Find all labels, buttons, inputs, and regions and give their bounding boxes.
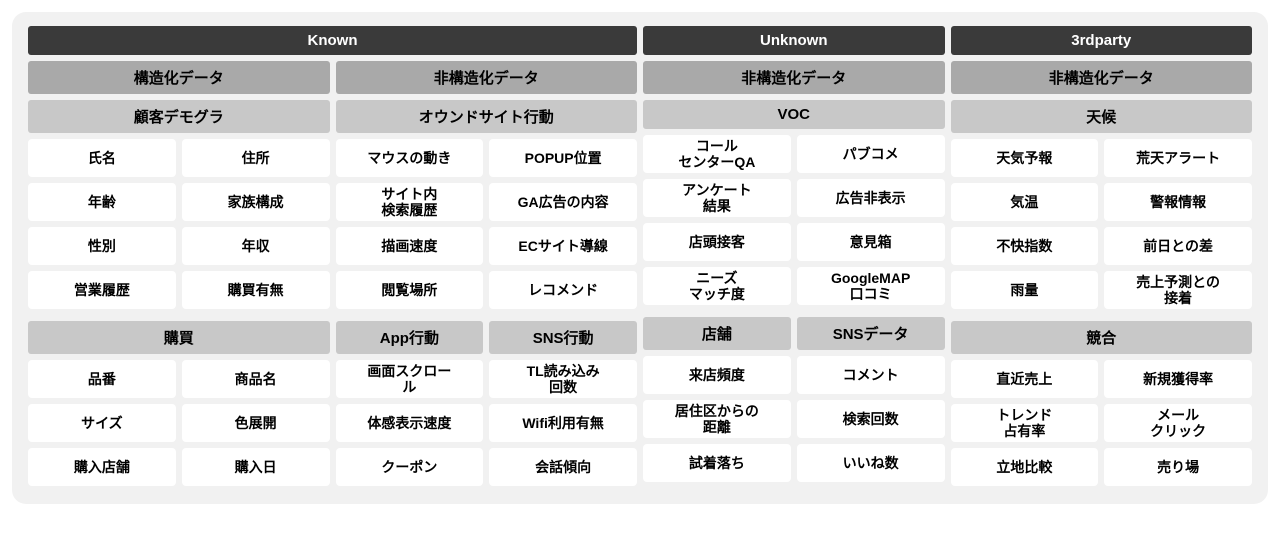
cell: 購入店舗 [28,448,176,486]
cell: 新規獲得率 [1104,360,1252,398]
sec-owned-site: オウンドサイト行動 マウスの動き POPUP位置 サイト内 検索履歴 GA広告の… [336,100,638,309]
col-voc: VOC コール センターQA パブコメ アンケート 結果 広告非表示 店頭接客 … [643,94,945,486]
sec-title-snsdata: SNSデータ [797,317,945,350]
sec-store-sns: 店舗 SNSデータ 来店頻度 コメント 居住区からの 距離 検索回数 試着落ち … [643,317,945,482]
sec-voc: VOC コール センターQA パブコメ アンケート 結果 広告非表示 店頭接客 … [643,100,945,305]
sub-unstructured-3: 非構造化データ [951,61,1253,94]
cell: メール クリック [1104,404,1252,442]
cell: 試着落ち [643,444,791,482]
cell: レコメンド [489,271,637,309]
cell: 色展開 [182,404,330,442]
cell: 商品名 [182,360,330,398]
sub-unstructured-1: 非構造化データ [336,61,638,94]
cell: 雨量 [951,271,1099,309]
cell: ニーズ マッチ度 [643,267,791,305]
cell: 広告非表示 [797,179,945,217]
cell: 前日との差 [1104,227,1252,265]
cell: パブコメ [797,135,945,173]
cell: 描画速度 [336,227,484,265]
cell: クーポン [336,448,484,486]
cell: 警報情報 [1104,183,1252,221]
cell: 閲覧場所 [336,271,484,309]
cell: 意見箱 [797,223,945,261]
cell: 気温 [951,183,1099,221]
sec-competitor: 競合 直近売上 新規獲得率 トレンド 占有率 メール クリック 立地比較 売り場 [951,321,1253,486]
sec-title: 購買 [28,321,330,354]
cell: 売り場 [1104,448,1252,486]
cell: 天気予報 [951,139,1099,177]
data-category-panel: Known Unknown 3rdparty 構造化データ 非構造化データ 非構… [12,12,1268,504]
cell: サイズ [28,404,176,442]
sec-purchase: 購買 品番 商品名 サイズ 色展開 購入店舗 購入日 [28,321,330,486]
cell: アンケート 結果 [643,179,791,217]
col-structured: 顧客デモグラ 氏名 住所 年齢 家族構成 性別 年収 営業履歴 購買有無 購買 … [28,94,330,486]
cell: 年齢 [28,183,176,221]
cell: 立地比較 [951,448,1099,486]
cell: POPUP位置 [489,139,637,177]
cell: サイト内 検索履歴 [336,183,484,221]
cell: 画面スクロー ル [336,360,484,398]
cell: 不快指数 [951,227,1099,265]
sec-demographics: 顧客デモグラ 氏名 住所 年齢 家族構成 性別 年収 営業履歴 購買有無 [28,100,330,309]
sec-title: 顧客デモグラ [28,100,330,133]
cell: GA広告の内容 [489,183,637,221]
sub-structured: 構造化データ [28,61,330,94]
sec-app-sns: App行動 SNS行動 画面スクロー ル TL読み込み 回数 体感表示速度 Wi… [336,321,638,486]
cell: トレンド 占有率 [951,404,1099,442]
cell: 性別 [28,227,176,265]
sec-weather: 天候 天気予報 荒天アラート 気温 警報情報 不快指数 前日との差 雨量 売上予… [951,100,1253,309]
cell: 居住区からの 距離 [643,400,791,438]
cell: 年収 [182,227,330,265]
sec-title: VOC [643,100,945,129]
cell: 家族構成 [182,183,330,221]
sub-unstructured-2: 非構造化データ [643,61,945,94]
cell: 店頭接客 [643,223,791,261]
header-known: Known [28,26,637,55]
header-3rdparty: 3rdparty [951,26,1253,55]
cell: 住所 [182,139,330,177]
cell: 品番 [28,360,176,398]
top-header-row: Known Unknown 3rdparty [28,26,1252,55]
cell: TL読み込み 回数 [489,360,637,398]
cell: いいね数 [797,444,945,482]
cell: マウスの動き [336,139,484,177]
cell: 氏名 [28,139,176,177]
cell: 検索回数 [797,400,945,438]
columns: 顧客デモグラ 氏名 住所 年齢 家族構成 性別 年収 営業履歴 購買有無 購買 … [28,94,1252,486]
header-unknown: Unknown [643,26,945,55]
cell: コール センターQA [643,135,791,173]
cell: GoogleMAP 口コミ [797,267,945,305]
col-owned-site: オウンドサイト行動 マウスの動き POPUP位置 サイト内 検索履歴 GA広告の… [336,94,638,486]
sec-title: オウンドサイト行動 [336,100,638,133]
sec-title-sns: SNS行動 [489,321,637,354]
col-weather: 天候 天気予報 荒天アラート 気温 警報情報 不快指数 前日との差 雨量 売上予… [951,94,1253,486]
cell: 購買有無 [182,271,330,309]
cell: 荒天アラート [1104,139,1252,177]
cell: 営業履歴 [28,271,176,309]
cell: 来店頻度 [643,356,791,394]
cell: 会話傾向 [489,448,637,486]
sub-header-row: 構造化データ 非構造化データ 非構造化データ 非構造化データ [28,55,1252,94]
cell: Wifi利用有無 [489,404,637,442]
cell: コメント [797,356,945,394]
sec-title-store: 店舗 [643,317,791,350]
cell: ECサイト導線 [489,227,637,265]
cell: 体感表示速度 [336,404,484,442]
sec-title-app: App行動 [336,321,484,354]
sec-title: 天候 [951,100,1253,133]
cell: 売上予測との 接着 [1104,271,1252,309]
sec-title: 競合 [951,321,1253,354]
cell: 購入日 [182,448,330,486]
cell: 直近売上 [951,360,1099,398]
